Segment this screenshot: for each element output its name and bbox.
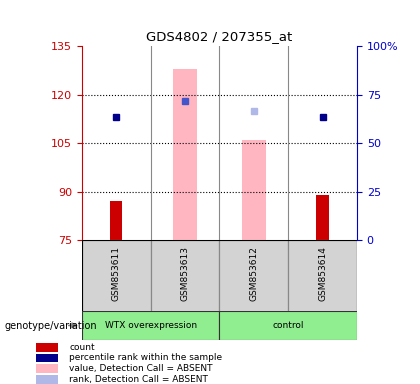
Bar xyxy=(37,354,58,362)
Bar xyxy=(37,343,58,352)
Bar xyxy=(316,195,329,240)
Bar xyxy=(242,140,266,240)
Text: WTX overexpression: WTX overexpression xyxy=(105,321,197,330)
Text: rank, Detection Call = ABSENT: rank, Detection Call = ABSENT xyxy=(69,375,208,384)
Bar xyxy=(37,364,58,373)
Bar xyxy=(82,240,151,313)
Title: GDS4802 / 207355_at: GDS4802 / 207355_at xyxy=(146,30,293,43)
Bar xyxy=(220,240,288,313)
Bar xyxy=(173,69,197,240)
Text: GSM853611: GSM853611 xyxy=(112,246,121,301)
Bar xyxy=(220,311,357,340)
Text: GSM853613: GSM853613 xyxy=(181,246,189,301)
Text: GSM853614: GSM853614 xyxy=(318,246,327,301)
Bar xyxy=(110,201,123,240)
Bar xyxy=(37,375,58,384)
Bar xyxy=(288,240,357,313)
Bar xyxy=(151,240,220,313)
Text: GSM853612: GSM853612 xyxy=(249,246,258,301)
Bar xyxy=(82,311,220,340)
Text: value, Detection Call = ABSENT: value, Detection Call = ABSENT xyxy=(69,364,213,373)
Text: genotype/variation: genotype/variation xyxy=(4,321,97,331)
Text: count: count xyxy=(69,343,95,352)
Text: percentile rank within the sample: percentile rank within the sample xyxy=(69,353,223,362)
Text: control: control xyxy=(273,321,304,330)
